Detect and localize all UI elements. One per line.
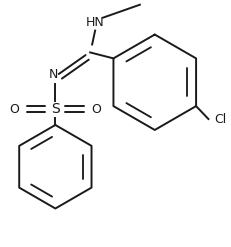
Text: HN: HN <box>85 16 104 29</box>
Text: S: S <box>51 102 60 116</box>
Text: N: N <box>49 68 58 81</box>
Text: O: O <box>91 103 101 116</box>
Text: O: O <box>10 103 19 116</box>
Text: Cl: Cl <box>213 113 226 125</box>
